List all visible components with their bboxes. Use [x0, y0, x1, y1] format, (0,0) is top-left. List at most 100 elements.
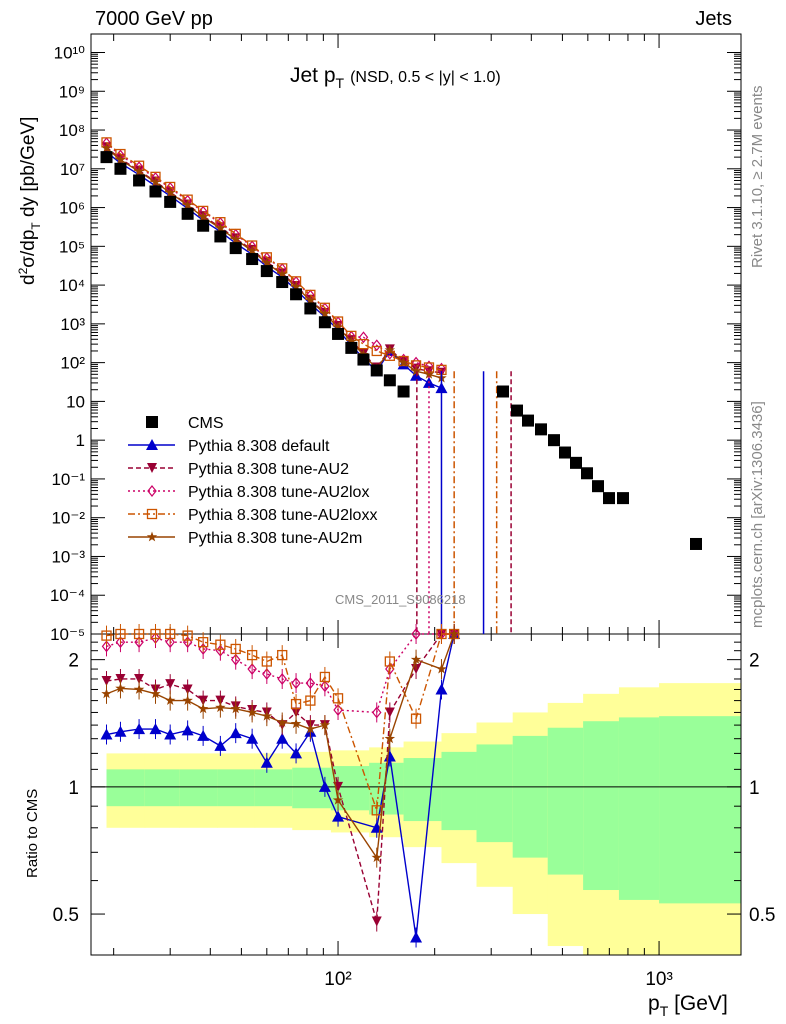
- ratio-point: [230, 703, 241, 714]
- mcplots-label: mcplots.cern.ch [arXiv:1306.3436]: [749, 401, 766, 628]
- mc-point: [182, 199, 193, 210]
- ratio-point: [261, 656, 272, 667]
- ratio-point: [277, 673, 287, 685]
- ratio-point: [261, 710, 273, 721]
- ratio-point: [371, 852, 382, 863]
- rivet-label: Rivet 3.1.10, ≥ 2.7M events: [749, 86, 766, 269]
- mc-point: [150, 176, 161, 187]
- band-inner: [106, 769, 146, 807]
- mc-point: [246, 245, 258, 256]
- legend-marker: [146, 416, 158, 428]
- mc-point: [165, 187, 176, 198]
- ratio-point: [319, 719, 331, 730]
- ratio-point: [410, 931, 423, 943]
- y-tick-label: 10²: [60, 354, 85, 373]
- ratio-tick-label: 0.5: [53, 905, 79, 926]
- watermark: CMS_2011_S9086218: [335, 592, 466, 607]
- cms-point: [276, 276, 289, 289]
- cms-point: [357, 353, 370, 366]
- ratio-point: [305, 695, 316, 706]
- ratio-point: [371, 805, 382, 816]
- ratio-point: [214, 739, 227, 751]
- mc-point: [423, 368, 435, 379]
- band-inner: [547, 727, 584, 875]
- mc-point: [371, 345, 382, 357]
- header-right: Jets: [695, 8, 732, 30]
- cms-point: [603, 492, 615, 505]
- ratio-point: [182, 684, 193, 695]
- ratio-point: [115, 636, 126, 649]
- mc-point: [115, 154, 126, 165]
- x-tick-label: 10²: [324, 969, 351, 990]
- y-tick-label: 1: [76, 431, 85, 450]
- series-line: [106, 141, 442, 371]
- cms-point: [164, 195, 177, 208]
- ratio-point: [435, 683, 448, 695]
- ratio-point: [436, 663, 447, 674]
- y-axis-label-bottom: Ratio to CMS: [24, 789, 41, 878]
- legend-marker: [146, 508, 158, 520]
- band-inner: [441, 751, 478, 831]
- cms-point: [559, 446, 571, 459]
- ratio-point: [448, 628, 460, 639]
- ratio-tick-label-right: 0.5: [749, 905, 775, 926]
- y-tick-label: 10⁻⁵: [50, 625, 85, 644]
- header-left: 7000 GeV pp: [95, 8, 213, 30]
- ratio-point: [320, 680, 330, 693]
- y-tick-label: 10⁶: [59, 199, 85, 218]
- ratio-point: [115, 628, 126, 640]
- y-tick-label: 10⁻²: [51, 509, 85, 528]
- y-tick-label: 10: [66, 392, 85, 411]
- y-tick-label: 10⁵: [59, 237, 85, 256]
- ratio-point: [371, 916, 382, 927]
- cms-point: [214, 230, 227, 243]
- ratio-point: [290, 698, 302, 710]
- legend-marker: [146, 531, 158, 542]
- ratio-point: [134, 636, 144, 649]
- ratio-point: [114, 725, 127, 737]
- cms-point: [260, 265, 273, 278]
- ratio-point: [332, 810, 345, 822]
- cms-point: [318, 316, 331, 329]
- legend-label: Pythia 8.308 tune-AU2m: [188, 530, 362, 547]
- ratio-point: [165, 679, 176, 690]
- band-inner: [583, 721, 620, 891]
- mc-point: [332, 321, 344, 332]
- mc-point: [346, 336, 357, 346]
- band-inner: [476, 744, 514, 843]
- mc-point: [290, 281, 302, 292]
- ratio-point: [247, 663, 257, 676]
- cms-point: [149, 185, 162, 198]
- mc-point: [277, 268, 288, 279]
- mc-point: [410, 369, 423, 381]
- legend-label: Pythia 8.308 tune-AU2lox: [188, 484, 369, 501]
- band-inner: [618, 717, 660, 900]
- cms-point: [290, 288, 303, 301]
- ratio-point: [246, 732, 259, 744]
- cms-point: [370, 364, 383, 377]
- plot-title: Jet pT (NSD, 0.5 < |y| < 1.0): [290, 64, 501, 91]
- mc-point: [197, 211, 209, 222]
- mc-point: [371, 339, 382, 352]
- ratio-point: [149, 723, 162, 735]
- band-inner: [403, 758, 442, 822]
- mc-point: [410, 365, 422, 376]
- ratio-point: [290, 747, 303, 759]
- cms-point: [332, 327, 345, 340]
- series-layer: [100, 137, 702, 634]
- ratio-point: [165, 636, 175, 649]
- mc-point: [305, 295, 316, 305]
- mc-point: [358, 338, 369, 350]
- band-inner: [217, 769, 256, 807]
- cms-point: [345, 341, 358, 354]
- y-axis-label-top: d2σ/dpT dy [pb/GeV]: [16, 117, 43, 285]
- cms-point: [535, 423, 547, 436]
- cms-point: [197, 219, 210, 232]
- ratio-point: [215, 702, 226, 713]
- legend: CMS Pythia 8.308 default Pythia 8.308 tune…: [128, 415, 377, 547]
- band-inner: [512, 735, 549, 858]
- ratio-point: [333, 704, 343, 716]
- mc-point: [215, 222, 226, 233]
- ratio-point: [291, 677, 301, 690]
- band-inner: [659, 716, 742, 904]
